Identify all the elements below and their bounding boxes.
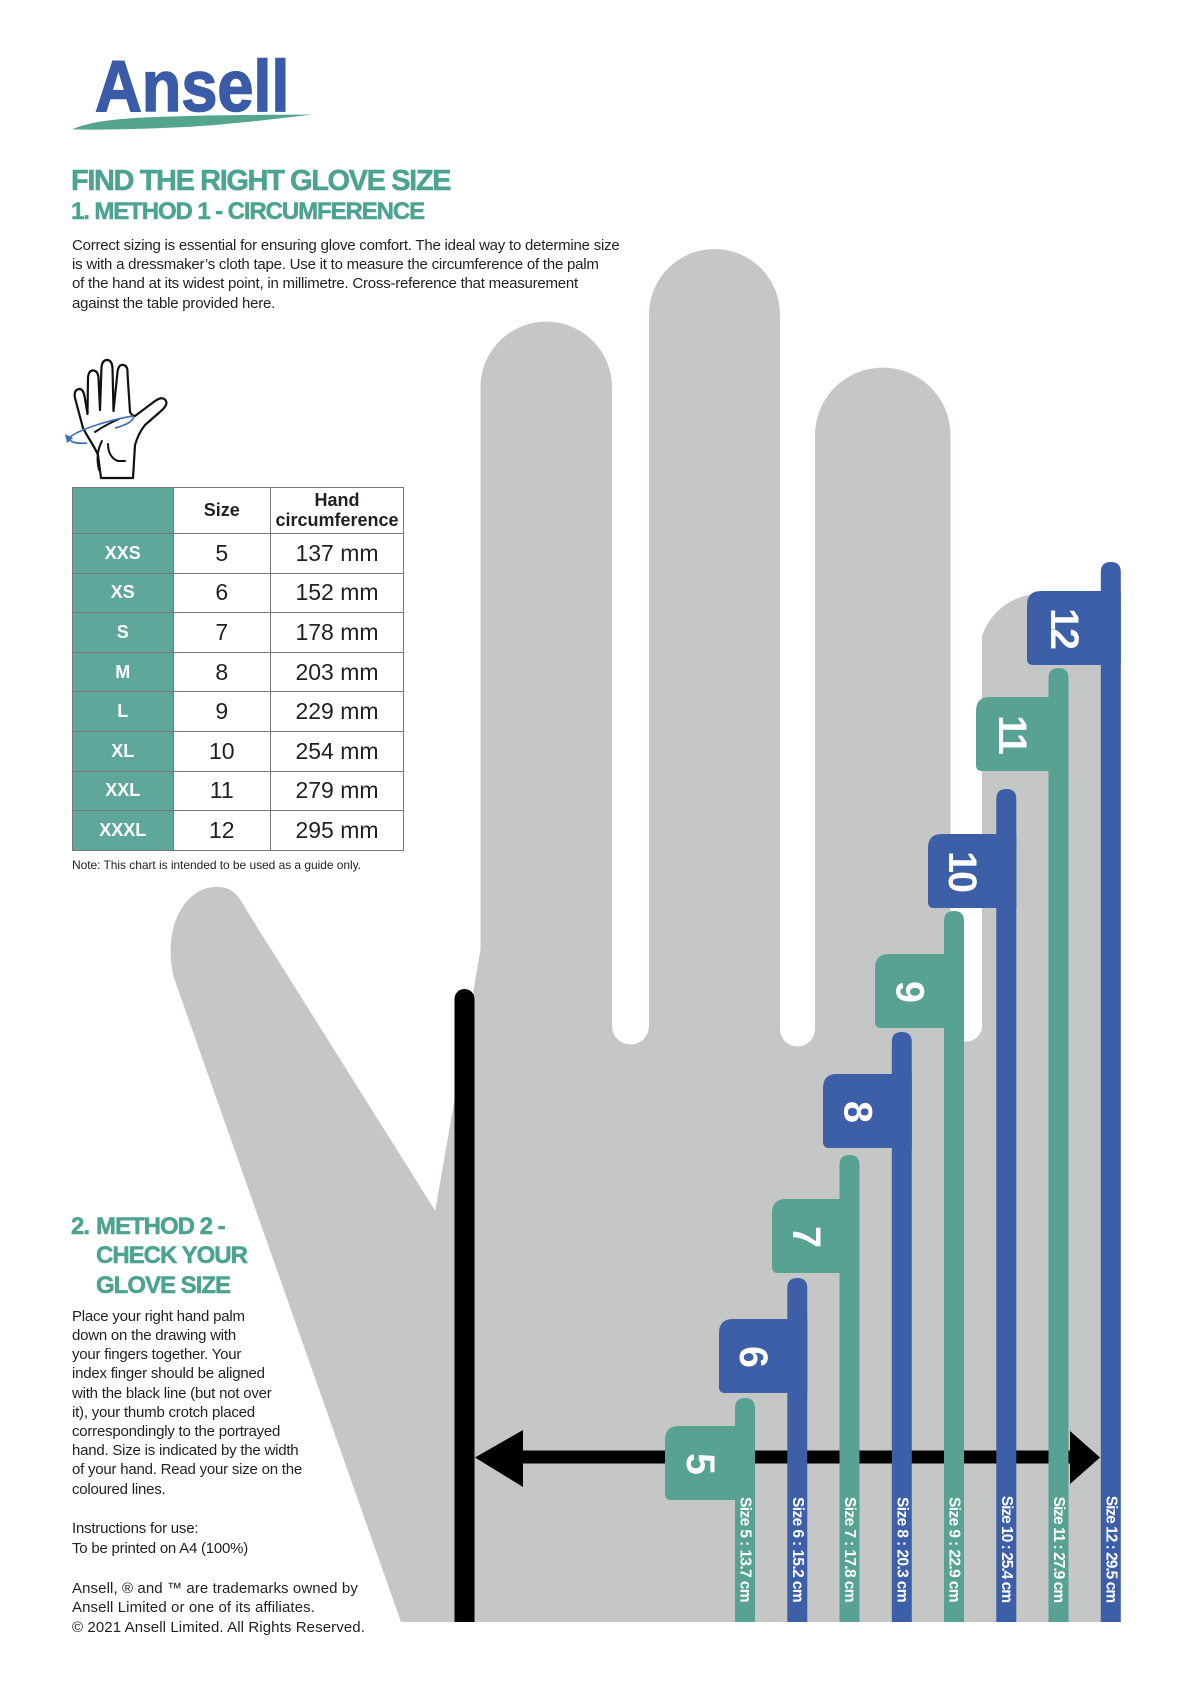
svg-text:Ansell: Ansell <box>95 50 289 127</box>
svg-text:9: 9 <box>888 981 932 1002</box>
svg-text:Size 11 : 27.9 cm: Size 11 : 27.9 cm <box>1050 1497 1067 1603</box>
svg-text:11: 11 <box>990 715 1034 754</box>
svg-text:Size 9 : 22.9 cm: Size 9 : 22.9 cm <box>946 1497 963 1602</box>
svg-text:10: 10 <box>940 851 984 892</box>
svg-text:Size 5 : 13.7 cm: Size 5 : 13.7 cm <box>737 1497 754 1602</box>
svg-text:Size 6 : 15.2 cm: Size 6 : 15.2 cm <box>789 1497 806 1602</box>
svg-text:12: 12 <box>1042 608 1086 649</box>
svg-text:Size 8 : 20.3 cm: Size 8 : 20.3 cm <box>893 1497 910 1602</box>
svg-text:7: 7 <box>784 1226 828 1247</box>
svg-text:Size 10 : 25.4 cm: Size 10 : 25.4 cm <box>998 1496 1015 1602</box>
svg-text:8: 8 <box>835 1101 879 1122</box>
svg-text:6: 6 <box>731 1346 775 1367</box>
svg-text:Size 12 : 29.5 cm: Size 12 : 29.5 cm <box>1102 1496 1119 1602</box>
svg-text:5: 5 <box>678 1453 722 1474</box>
svg-text:Size 7 : 17.8 cm: Size 7 : 17.8 cm <box>841 1497 858 1602</box>
